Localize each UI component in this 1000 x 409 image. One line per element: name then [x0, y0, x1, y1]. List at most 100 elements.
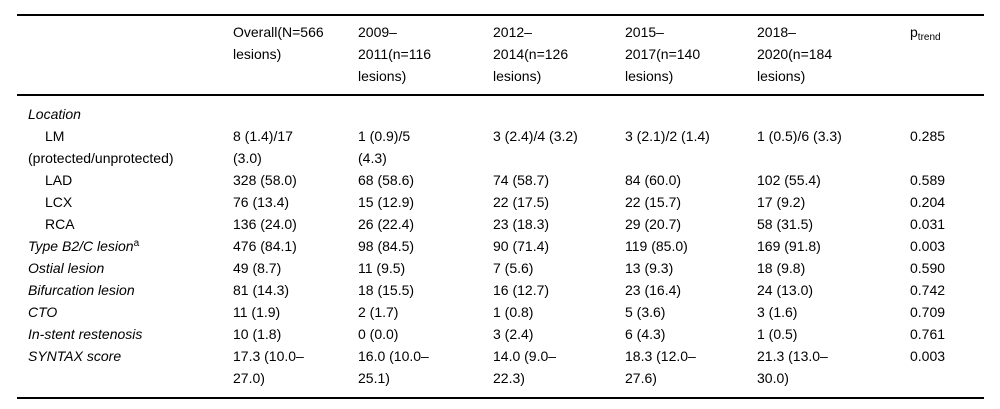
cell: 68 (58.6) — [358, 172, 415, 188]
header-2012-2014: 2012– 2014(n=126 lesions) — [493, 15, 625, 96]
footnote-a-superscript: a — [133, 238, 140, 249]
cell: 476 (84.1) — [233, 238, 297, 254]
row-cto: CTO 11 (1.9) 2 (1.7) 1 (0.8) 5 (3.6) 3 (… — [17, 301, 984, 323]
cell: 1 (0.8) — [493, 304, 534, 320]
cell-p-value: 0.031 — [910, 216, 946, 232]
row-ostial-lesion: Ostial lesion 49 (8.7) 11 (9.5) 7 (5.6) … — [17, 257, 984, 279]
row-bifurcation-lesion: Bifurcation lesion 81 (14.3) 18 (15.5) 1… — [17, 279, 984, 301]
cell: 3 (1.6) — [757, 304, 798, 320]
cell: 22 (15.7) — [625, 194, 682, 210]
cell: 0 (0.0) — [358, 326, 399, 342]
cell-p-value: 0.204 — [910, 194, 946, 210]
cell: 6 (4.3) — [625, 326, 666, 342]
cell: 2 (1.7) — [358, 304, 399, 320]
lesion-characteristics-table: Overall(N=566 lesions) 2009– 2011(n=116 … — [17, 14, 984, 399]
cell: 13 (9.3) — [625, 260, 674, 276]
cell: 23 (16.4) — [625, 282, 682, 298]
header-2018-2020: 2018– 2020(n=184 lesions) — [757, 15, 910, 96]
row-label: RCA — [17, 213, 233, 235]
cell-p-value: 0.590 — [910, 260, 946, 276]
row-label: SYNTAX score — [17, 345, 233, 398]
cell-p-value: 0.761 — [910, 326, 946, 342]
p-trend-subscript: trend — [917, 32, 941, 43]
cell: 18 (9.8) — [757, 260, 806, 276]
cell: 5 (3.6) — [625, 304, 666, 320]
cell-p-value: 0.003 — [910, 348, 946, 364]
cell-p-value: 0.285 — [910, 128, 946, 144]
cell: 136 (24.0) — [233, 216, 297, 232]
row-lcx: LCX 76 (13.4) 15 (12.9) 22 (17.5) 22 (15… — [17, 191, 984, 213]
cell: 328 (58.0) — [233, 172, 297, 188]
row-label-text: Type B2/C lesion — [28, 238, 134, 254]
row-type-b2c-lesion: Type B2/C lesiona 476 (84.1) 98 (84.5) 9… — [17, 235, 984, 257]
row-lad: LAD 328 (58.0) 68 (58.6) 74 (58.7) 84 (6… — [17, 169, 984, 191]
cell: 169 (91.8) — [757, 238, 821, 254]
cell-p-value: 0.589 — [910, 172, 946, 188]
row-label: Type B2/C lesiona — [17, 235, 233, 257]
cell: 1 (0.9)/5 (4.3) — [358, 128, 411, 166]
cell — [625, 95, 757, 125]
cell: 11 (9.5) — [358, 260, 406, 276]
cell: 7 (5.6) — [493, 260, 534, 276]
row-location: Location — [17, 95, 984, 125]
cell: 119 (85.0) — [625, 238, 688, 254]
paper-table-page: Overall(N=566 lesions) 2009– 2011(n=116 … — [0, 14, 1000, 409]
p-trend-base: p — [910, 24, 918, 40]
row-label-text: LAD — [45, 172, 73, 188]
row-label: LAD — [17, 169, 233, 191]
cell: 98 (84.5) — [358, 238, 415, 254]
cell-p-value: 0.003 — [910, 238, 946, 254]
row-label-text: Bifurcation lesion — [28, 282, 135, 298]
header-overall: Overall(N=566 lesions) — [233, 15, 358, 96]
row-label-text: LCX — [45, 194, 73, 210]
cell — [757, 95, 910, 125]
row-label: Bifurcation lesion — [17, 279, 233, 301]
cell: 14.0 (9.0– 22.3) — [493, 348, 557, 386]
row-label: Ostial lesion — [17, 257, 233, 279]
cell: 26 (22.4) — [358, 216, 415, 232]
header-2015-2017: 2015– 2017(n=140 lesions) — [625, 15, 757, 96]
cell: 102 (55.4) — [757, 172, 821, 188]
cell-p-value: 0.709 — [910, 304, 946, 320]
cell-p-value: 0.742 — [910, 282, 946, 298]
cell: 1 (0.5) — [757, 326, 798, 342]
row-label-text: CTO — [28, 304, 58, 320]
cell: 3 (2.1)/2 (1.4) — [625, 128, 710, 144]
cell: 81 (14.3) — [233, 282, 290, 298]
cell: 18 (15.5) — [358, 282, 415, 298]
cell: 16 (12.7) — [493, 282, 550, 298]
row-label-text: RCA — [45, 216, 75, 232]
row-syntax-score: SYNTAX score 17.3 (10.0– 27.0) 16.0 (10.… — [17, 345, 984, 398]
cell: 11 (1.9) — [233, 304, 281, 320]
header-2009-2011: 2009– 2011(n=116 lesions) — [358, 15, 493, 96]
header-p-trend: ptrend — [910, 15, 984, 96]
cell: 3 (2.4) — [493, 326, 534, 342]
cell: 84 (60.0) — [625, 172, 682, 188]
row-label-text: SYNTAX score — [28, 348, 122, 364]
cell: 23 (18.3) — [493, 216, 550, 232]
row-lm: LM (protected/unprotected) 8 (1.4)/17 (3… — [17, 125, 984, 169]
cell-p-value — [910, 95, 984, 125]
cell: 3 (2.4)/4 (3.2) — [493, 128, 578, 144]
cell: 16.0 (10.0– 25.1) — [358, 348, 429, 386]
cell: 17 (9.2) — [757, 194, 806, 210]
header-row: Overall(N=566 lesions) 2009– 2011(n=116 … — [17, 15, 984, 96]
cell: 18.3 (12.0– 27.6) — [625, 348, 696, 386]
row-label: Location — [17, 95, 233, 125]
cell: 8 (1.4)/17 (3.0) — [233, 128, 293, 166]
row-label: In-stent restenosis — [17, 323, 233, 345]
row-label: LCX — [17, 191, 233, 213]
cell: 76 (13.4) — [233, 194, 290, 210]
cell: 24 (13.0) — [757, 282, 814, 298]
cell — [358, 95, 493, 125]
row-label: CTO — [17, 301, 233, 323]
cell: 49 (8.7) — [233, 260, 282, 276]
cell: 10 (1.8) — [233, 326, 282, 342]
row-label-text: Location — [28, 106, 81, 122]
cell: 1 (0.5)/6 (3.3) — [757, 128, 842, 144]
header-empty — [17, 15, 233, 96]
cell: 29 (20.7) — [625, 216, 682, 232]
cell: 58 (31.5) — [757, 216, 814, 232]
cell: 21.3 (13.0– 30.0) — [757, 348, 828, 386]
row-label-text: LM (protected/unprotected) — [28, 128, 174, 166]
